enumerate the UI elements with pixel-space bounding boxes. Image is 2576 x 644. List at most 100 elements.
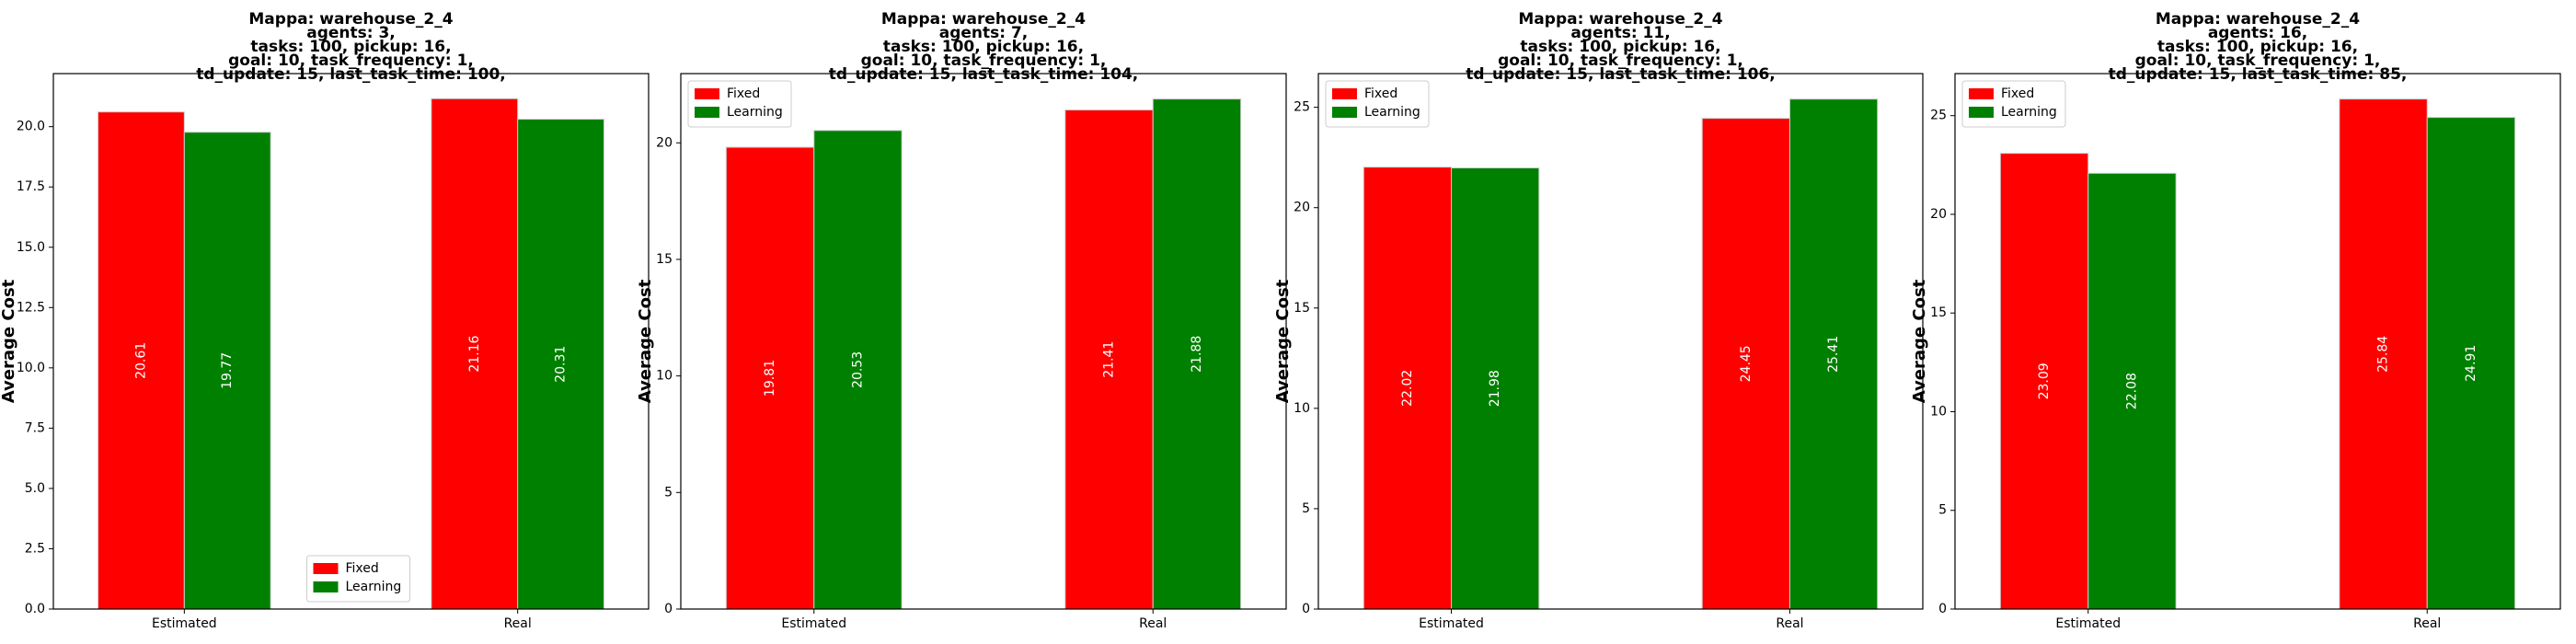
bar-fixed-real xyxy=(431,98,519,610)
legend-swatch-learning xyxy=(1332,107,1357,118)
bar-value-label: 23.09 xyxy=(2037,362,2052,399)
chart-title: Mappa: warehouse_2_4 agents: 7, tasks: 100… xyxy=(829,10,1139,84)
y-tick-label: 17.5 xyxy=(17,179,45,194)
bar-value-label: 25.41 xyxy=(1826,336,1841,373)
chart-title-line: tasks: 100, pickup: 16, xyxy=(1520,38,1720,56)
chart-title-line: Mappa: warehouse_2_4 xyxy=(248,10,453,29)
bar-value-label: 25.84 xyxy=(2376,336,2391,373)
y-tick-label: 7.5 xyxy=(25,420,45,435)
chart-title-line: td_update: 15, last_task_time: 104, xyxy=(829,65,1139,84)
legend-label-fixed: Fixed xyxy=(2001,86,2034,101)
y-axis-label: Average Cost xyxy=(1273,279,1293,403)
legend-swatch-fixed xyxy=(313,563,339,574)
legend-swatch-fixed xyxy=(1969,88,1994,99)
legend-swatch-fixed xyxy=(695,88,719,99)
bar-fixed-estimated xyxy=(725,146,815,610)
x-tick-label: Real xyxy=(504,616,532,631)
y-tick-label: 0 xyxy=(1938,602,1947,616)
y-tick-label: 10 xyxy=(1294,401,1310,416)
bar-value-label: 22.02 xyxy=(1400,370,1415,407)
y-tick-label: 0 xyxy=(664,602,673,616)
legend-label-learning: Learning xyxy=(2001,105,2057,120)
legend-swatch-learning xyxy=(695,107,719,118)
y-tick-label: 15.0 xyxy=(17,240,45,255)
y-tick-label: 0 xyxy=(1302,602,1310,616)
x-tick-label: Estimated xyxy=(152,616,217,631)
chart-title-line: Mappa: warehouse_2_4 xyxy=(2156,10,2360,29)
bar-learning-real xyxy=(2426,117,2516,610)
bar-value-label: 21.88 xyxy=(1190,336,1204,373)
chart-title-line: tasks: 100, pickup: 16, xyxy=(2157,38,2358,56)
chart-title-line: goal: 10, task_frequency: 1, xyxy=(228,52,474,70)
chart-title-line: Mappa: warehouse_2_4 xyxy=(1518,10,1722,29)
bar-fixed-estimated xyxy=(1999,153,2089,610)
y-tick-label: 20.0 xyxy=(17,120,45,134)
bar-learning-real xyxy=(517,119,604,610)
y-axis-label: Average Cost xyxy=(1910,279,1929,403)
x-tick-label: Real xyxy=(1139,616,1167,631)
y-tick-label: 15 xyxy=(1930,305,1947,320)
chart-title-line: td_update: 15, last_task_time: 106, xyxy=(1466,65,1776,84)
bar-value-label: 19.77 xyxy=(220,352,235,389)
bar-value-label: 20.31 xyxy=(554,346,569,383)
legend: Fixed Learning xyxy=(687,80,792,128)
y-tick-label: 20 xyxy=(1930,207,1947,222)
legend: Fixed Learning xyxy=(1961,80,2066,128)
bar-learning-estimated xyxy=(2087,172,2177,610)
legend-label-fixed: Fixed xyxy=(346,561,379,576)
bar-learning-estimated xyxy=(1451,167,1540,610)
chart-title: Mappa: warehouse_2_4 agents: 3, tasks: 100… xyxy=(196,10,506,84)
y-tick-label: 10.0 xyxy=(17,361,45,375)
bar-value-label: 20.61 xyxy=(133,342,148,379)
chart-2: Mappa: warehouse_2_4 agents: 7, tasks: 100… xyxy=(636,10,1287,631)
y-axis-label: Average Cost xyxy=(0,279,18,403)
y-tick-label: 20 xyxy=(1294,201,1310,215)
legend-label-fixed: Fixed xyxy=(727,86,760,101)
legend-label-learning: Learning xyxy=(346,580,402,594)
bar-learning-real xyxy=(1788,98,1879,610)
chart-title-line: agents: 3, xyxy=(306,24,396,42)
bar-value-label: 21.16 xyxy=(467,336,482,373)
chart-title: Mappa: warehouse_2_4 agents: 11, tasks: 10… xyxy=(1466,10,1776,84)
y-tick-label: 5 xyxy=(664,485,673,500)
y-tick-label: 5.0 xyxy=(25,481,45,496)
chart-1: Mappa: warehouse_2_4 agents: 3, tasks: 100… xyxy=(0,10,650,631)
bar-value-label: 21.98 xyxy=(1488,370,1502,407)
chart-4: Mappa: warehouse_2_4 agents: 16, tasks: 10… xyxy=(1910,10,2561,631)
bar-fixed-real xyxy=(1701,118,1790,610)
y-tick-label: 5 xyxy=(1938,503,1947,518)
x-tick-label: Real xyxy=(2413,616,2441,631)
bar-value-label: 20.53 xyxy=(850,351,865,388)
chart-title-line: agents: 11, xyxy=(1570,24,1670,42)
chart-title-line: agents: 7, xyxy=(939,24,1029,42)
chart-title-line: tasks: 100, pickup: 16, xyxy=(250,38,451,56)
y-tick-label: 0.0 xyxy=(25,602,45,616)
legend-swatch-fixed xyxy=(1332,88,1357,99)
x-tick-label: Estimated xyxy=(1419,616,1484,631)
legend: Fixed Learning xyxy=(1325,80,1430,128)
x-tick-label: Real xyxy=(1776,616,1803,631)
bar-value-label: 22.08 xyxy=(2124,373,2139,409)
y-tick-label: 12.5 xyxy=(17,300,45,315)
chart-title: Mappa: warehouse_2_4 agents: 16, tasks: 10… xyxy=(2109,10,2408,84)
x-tick-label: Estimated xyxy=(781,616,846,631)
bar-fixed-real xyxy=(2339,98,2428,610)
y-tick-label: 20 xyxy=(656,135,673,150)
axes-frame xyxy=(680,73,1287,610)
legend-label-learning: Learning xyxy=(1364,105,1420,120)
axes-frame xyxy=(52,73,650,610)
axes-frame xyxy=(1954,73,2561,610)
legend-swatch-learning xyxy=(1969,107,1994,118)
bar-value-label: 24.91 xyxy=(2464,345,2478,382)
x-tick-label: Estimated xyxy=(2055,616,2121,631)
y-tick-label: 25 xyxy=(1294,100,1310,115)
bar-learning-real xyxy=(1152,98,1242,610)
y-tick-label: 10 xyxy=(656,369,673,384)
bar-fixed-estimated xyxy=(1363,167,1453,610)
chart-title-line: Mappa: warehouse_2_4 xyxy=(881,10,1086,29)
axes-frame xyxy=(1317,73,1924,610)
bar-value-label: 21.41 xyxy=(1102,341,1117,378)
chart-title-line: goal: 10, task_frequency: 1, xyxy=(1498,52,1743,70)
legend-label-fixed: Fixed xyxy=(1364,86,1397,101)
